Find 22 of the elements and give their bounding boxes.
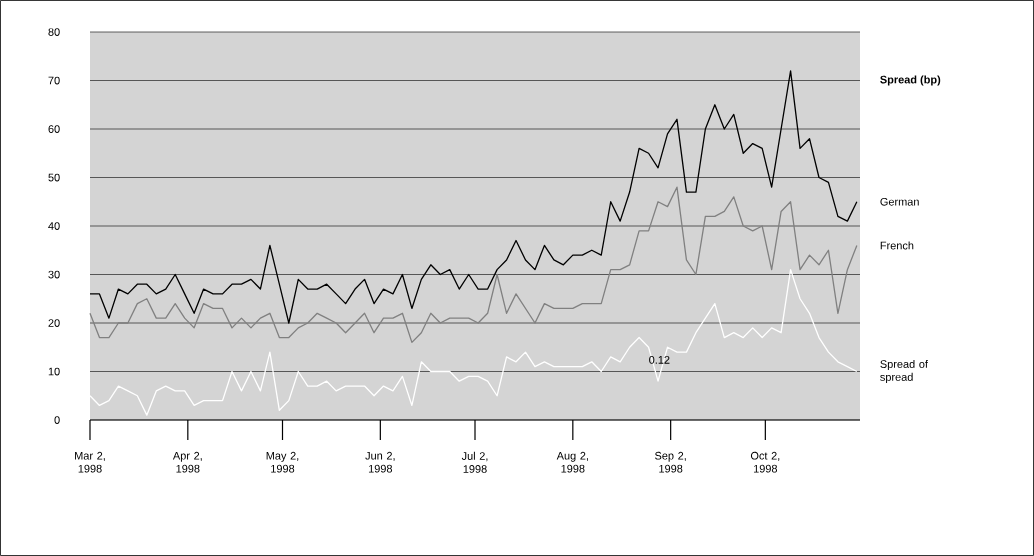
y-tick-label: 70 — [48, 76, 60, 85]
y-tick-label: 80 — [48, 28, 60, 36]
y-tick-label: 60 — [48, 125, 60, 133]
x-tick-label: Apr 2, 1998 — [172, 451, 202, 473]
y-tick-label: 30 — [48, 270, 60, 279]
x-tick-label: Mar 2, 1998 — [75, 451, 105, 473]
text: French — [880, 241, 914, 250]
y-tick-label: 40 — [48, 222, 60, 230]
x-tick-label: Aug 2, 1998 — [556, 451, 588, 473]
annotation: 0.12 — [649, 355, 670, 364]
x-tick-label: May 2, 1998 — [266, 451, 299, 473]
y-tick-label: 0 — [54, 416, 60, 424]
x-tick-label: Oct 2, 1998 — [750, 451, 780, 473]
x-tick-label: Jun 2, 1998 — [365, 451, 395, 473]
y-tick-label: 10 — [48, 367, 60, 376]
y-tick-label: 20 — [48, 319, 60, 327]
y-axis-title: Spread (bp) — [880, 75, 941, 86]
text: German — [880, 197, 919, 206]
y-tick-label: 50 — [48, 173, 60, 182]
text: Spread of spread — [880, 359, 928, 384]
x-tick-label: Sep 2, 1998 — [655, 451, 686, 473]
x-tick-label: Jul 2, 1998 — [461, 451, 488, 473]
